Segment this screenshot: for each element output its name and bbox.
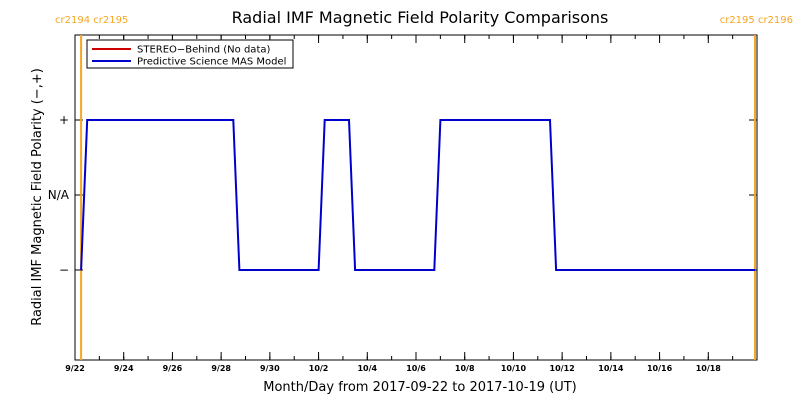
x-tick-label: 10/8 (455, 364, 475, 373)
series-point (354, 269, 356, 271)
series-point (433, 269, 436, 271)
series-point (549, 119, 551, 121)
series-group (80, 119, 756, 271)
series-point (238, 269, 241, 271)
x-tick-label: 9/28 (211, 364, 231, 373)
legend: STEREO−Behind (No data)Predictive Scienc… (86, 39, 294, 69)
series-point (348, 119, 350, 121)
x-tick-label: 10/18 (696, 364, 722, 373)
series-point (86, 119, 88, 121)
y-tick-label: N/A (48, 188, 70, 202)
series-point (80, 269, 82, 271)
legend-entry: STEREO−Behind (No data) (137, 45, 270, 56)
series-point (754, 269, 756, 271)
chart-title: Radial IMF Magnetic Field Polarity Compa… (232, 8, 609, 27)
x-tick-label: 10/12 (550, 364, 575, 373)
series-point (317, 269, 320, 271)
x-tick-label: 9/26 (163, 364, 183, 373)
y-axis-label: Radial IMF Magnetic Field Polarity (−,+) (30, 68, 45, 326)
x-tick-label: 10/10 (501, 364, 527, 373)
series-point (323, 119, 326, 121)
x-tick-label: 9/22 (65, 364, 85, 373)
x-axis-label: Month/Day from 2017-09-22 to 2017-10-19 … (263, 380, 576, 395)
x-tick-label: 10/2 (309, 364, 329, 373)
x-axis: 9/22 9/24 9/26 9/28 9/30 10/2 10/4 10/6 10/8 10/1… (65, 35, 758, 373)
y-tick-label: + (59, 113, 69, 127)
plot-frame (74, 34, 758, 361)
legend-box (86, 39, 294, 69)
series-point (232, 119, 235, 121)
y-tick-label: − (59, 263, 69, 277)
x-tick-label: 10/16 (647, 364, 673, 373)
x-tick-label: 9/24 (114, 364, 134, 373)
carrington-marker-label: cr2194 cr2195 (55, 15, 128, 26)
series-line-1 (80, 119, 755, 271)
carrington-markers: cr2194 cr2195 cr2195 cr2196 (55, 15, 793, 360)
x-tick-label: 10/4 (357, 364, 377, 373)
series-point (555, 269, 557, 271)
carrington-marker-label: cr2195 cr2196 (720, 15, 793, 26)
x-tick-label: 9/30 (260, 364, 280, 373)
series-point (439, 119, 442, 121)
legend-entry: Predictive Science MAS Model (137, 57, 286, 68)
x-tick-label: 10/14 (598, 364, 624, 373)
x-tick-label: 10/6 (406, 364, 426, 373)
y-axis: + N/A − (48, 113, 757, 277)
